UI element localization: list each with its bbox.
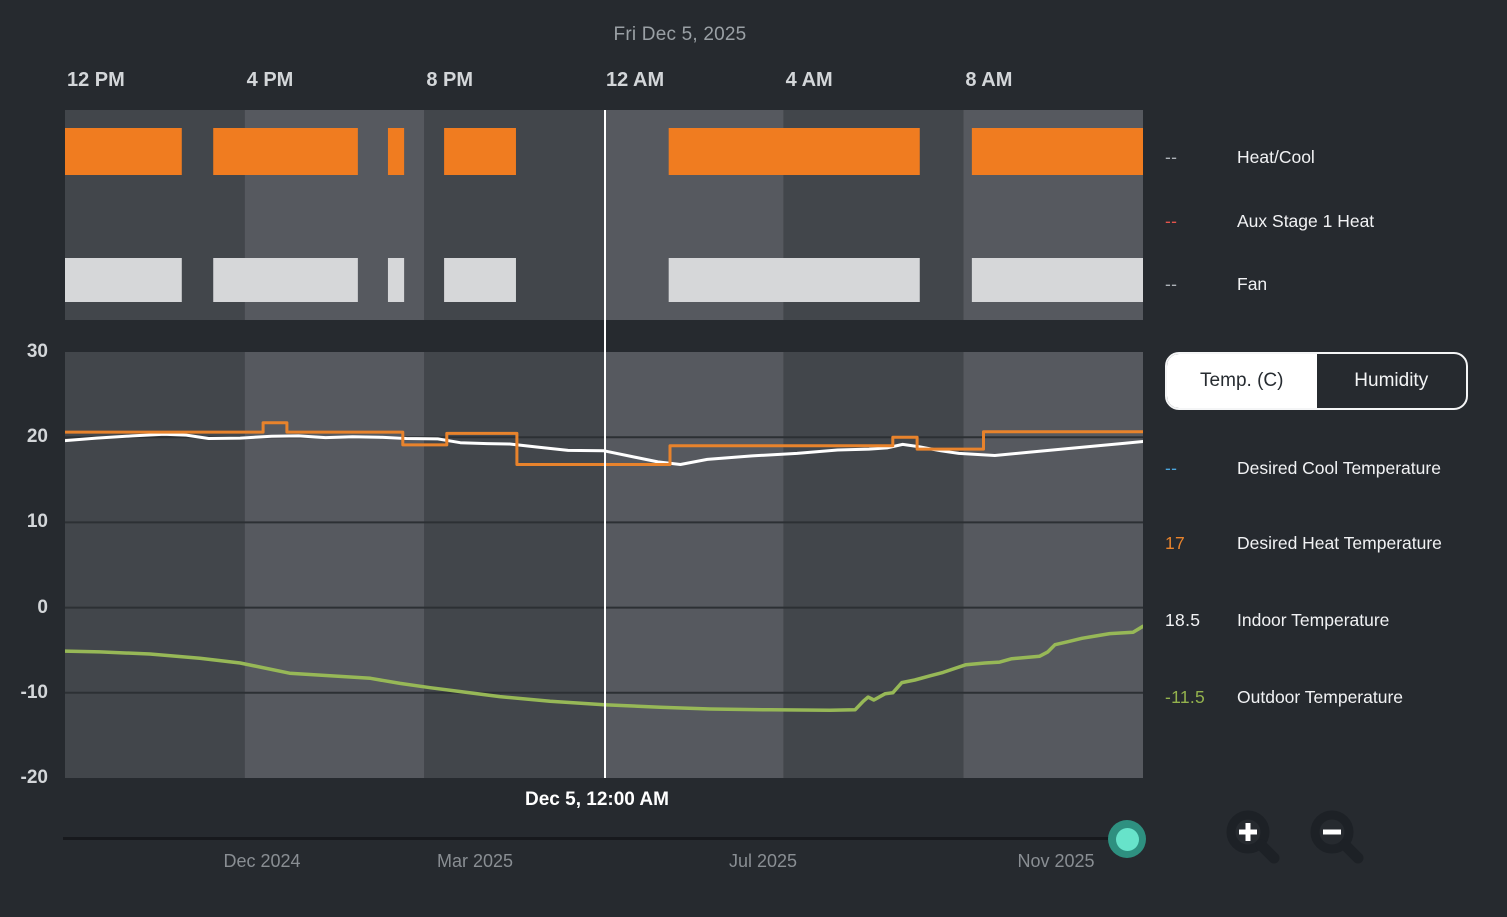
time-band — [65, 352, 245, 778]
activity-bar — [971, 258, 1143, 302]
heat-cool-value: -- — [1165, 147, 1178, 167]
month-label: Jul 2025 — [728, 851, 798, 871]
temperature-chart[interactable] — [65, 352, 1143, 778]
aux-heat-value: -- — [1165, 211, 1178, 231]
legend-row-heat-cool: -- Heat/Cool — [1165, 144, 1495, 170]
hour-tick-label: 8 PM — [426, 69, 474, 91]
aux-heat-label: Aux Stage 1 Heat — [1237, 211, 1375, 231]
timeline-handle-dot — [1115, 827, 1139, 851]
magnifier-plus-icon — [1226, 810, 1280, 864]
heat-cool-label: Heat/Cool — [1237, 147, 1315, 167]
legend-row-aux-heat: -- Aux Stage 1 Heat — [1165, 208, 1495, 234]
month-label: Nov 2025 — [1017, 851, 1095, 871]
activity-bar — [65, 128, 182, 175]
activity-bar — [213, 258, 358, 302]
activity-bar — [387, 128, 405, 175]
indoor-temp-value: 18.5 — [1165, 610, 1201, 630]
series-desired-heat-temperature — [65, 421, 1143, 466]
month-label: Dec 2024 — [223, 851, 301, 871]
y-tick-label: 0 — [37, 596, 48, 618]
activity-bar — [387, 258, 405, 302]
desired-heat-value: 17 — [1165, 533, 1186, 553]
legend-row-indoor: 18.5 Indoor Temperature — [1165, 607, 1495, 633]
outdoor-temp-label: Outdoor Temperature — [1237, 687, 1404, 707]
desired-cool-value: -- — [1165, 458, 1178, 478]
time-band — [783, 352, 964, 778]
unit-toggle: Temp. (C) Humidity — [1165, 352, 1468, 410]
cursor-timestamp: Dec 5, 12:00 AM — [525, 789, 669, 810]
fan-label: Fan — [1237, 274, 1268, 294]
y-tick-label: 10 — [26, 511, 48, 533]
activity-bar — [65, 258, 182, 302]
fan-value: -- — [1165, 274, 1178, 294]
time-band — [244, 352, 425, 778]
hvac-activity-chart[interactable] — [65, 110, 1143, 320]
legend-row-desired-cool: -- Desired Cool Temperature — [1165, 455, 1495, 481]
zoom-in-button[interactable] — [1222, 806, 1286, 870]
magnifier-minus-icon — [1310, 810, 1364, 864]
zoom-out-button[interactable] — [1306, 806, 1370, 870]
time-band — [424, 352, 604, 778]
legend-row-outdoor: -11.5 Outdoor Temperature — [1165, 684, 1495, 710]
activity-bar — [444, 258, 516, 302]
series-outdoor-temperature — [65, 624, 1143, 713]
hour-tick-label: 4 PM — [246, 69, 294, 91]
legend-row-desired-heat: 17 Desired Heat Temperature — [1165, 530, 1495, 556]
desired-heat-label: Desired Heat Temperature — [1237, 533, 1442, 553]
activity-bar — [444, 128, 516, 175]
y-tick-label: -10 — [20, 681, 48, 703]
hour-tick-label: 12 AM — [606, 69, 665, 91]
tab-temperature[interactable]: Temp. (C) — [1167, 354, 1317, 408]
hour-axis: 12 PM 4 PM 8 PM 12 AM 4 AM 8 AM — [0, 69, 1200, 95]
date-title: Fri Dec 5, 2025 — [613, 24, 747, 45]
y-tick-label: 30 — [26, 341, 48, 362]
cursor-line — [604, 110, 606, 778]
activity-bar — [971, 128, 1143, 175]
timeline-handle[interactable] — [1108, 820, 1146, 858]
hour-tick-label: 4 AM — [785, 69, 833, 91]
y-tick-label: -20 — [20, 767, 48, 788]
y-tick-label: 20 — [26, 426, 48, 448]
tab-humidity[interactable]: Humidity — [1354, 370, 1429, 391]
activity-bar — [213, 128, 358, 175]
hour-tick-label: 12 PM — [67, 69, 125, 91]
timeline-track[interactable] — [63, 837, 1110, 840]
desired-cool-label: Desired Cool Temperature — [1237, 458, 1441, 478]
time-band — [604, 352, 784, 778]
legend-row-fan: -- Fan — [1165, 271, 1495, 297]
month-label: Mar 2025 — [436, 851, 514, 871]
hour-tick-label: 8 AM — [965, 69, 1013, 91]
indoor-temp-label: Indoor Temperature — [1237, 610, 1390, 630]
activity-bar — [668, 258, 920, 302]
outdoor-temp-value: -11.5 — [1165, 687, 1206, 707]
time-band — [963, 352, 1143, 778]
activity-bar — [668, 128, 920, 175]
